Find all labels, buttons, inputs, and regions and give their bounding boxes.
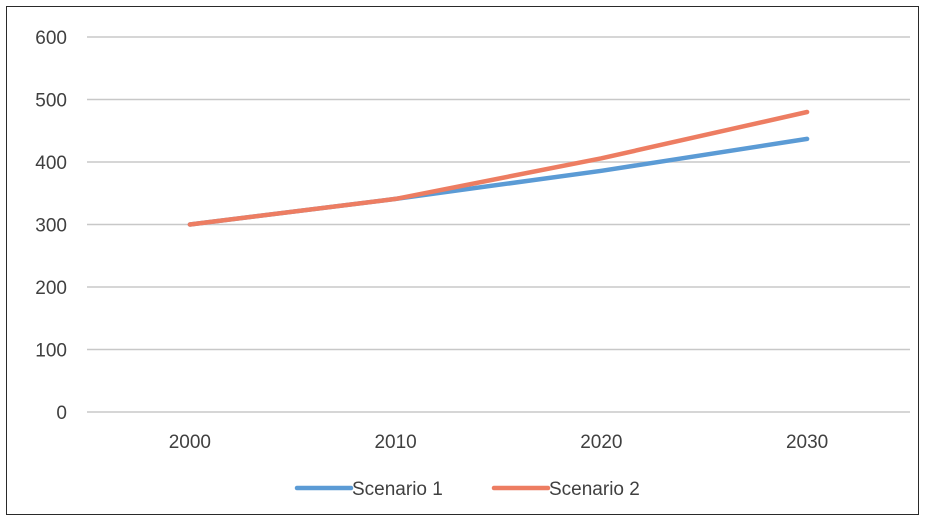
legend-label-scenario-1: Scenario 1 — [352, 479, 443, 500]
line-chart: 0 100 200 300 400 500 600 2000 2010 2020 2030 Sce… — [35, 28, 910, 500]
y-tick-label: 200 — [35, 278, 67, 299]
y-tick-label: 300 — [35, 216, 67, 237]
series-line-scenario-2 — [187, 109, 810, 227]
y-tick-label: 0 — [56, 403, 67, 424]
series-lines — [187, 109, 810, 227]
y-axis-ticks: 0 100 200 300 400 500 600 — [35, 28, 67, 424]
x-tick-label: 2010 — [374, 432, 416, 453]
y-tick-label: 600 — [35, 28, 67, 49]
gridlines — [87, 36, 910, 413]
chart-frame: 0 100 200 300 400 500 600 2000 2010 2020 2030 Sce… — [6, 6, 919, 515]
x-axis-ticks: 2000 2010 2020 2030 — [169, 432, 829, 453]
y-tick-label: 100 — [35, 341, 67, 362]
y-tick-label: 400 — [35, 153, 67, 174]
x-tick-label: 2020 — [580, 432, 622, 453]
legend: Scenario 1 Scenario 2 — [294, 479, 640, 500]
y-tick-label: 500 — [35, 91, 67, 112]
legend-label-scenario-2: Scenario 2 — [549, 479, 640, 500]
x-tick-label: 2000 — [169, 432, 211, 453]
x-tick-label: 2030 — [786, 432, 828, 453]
